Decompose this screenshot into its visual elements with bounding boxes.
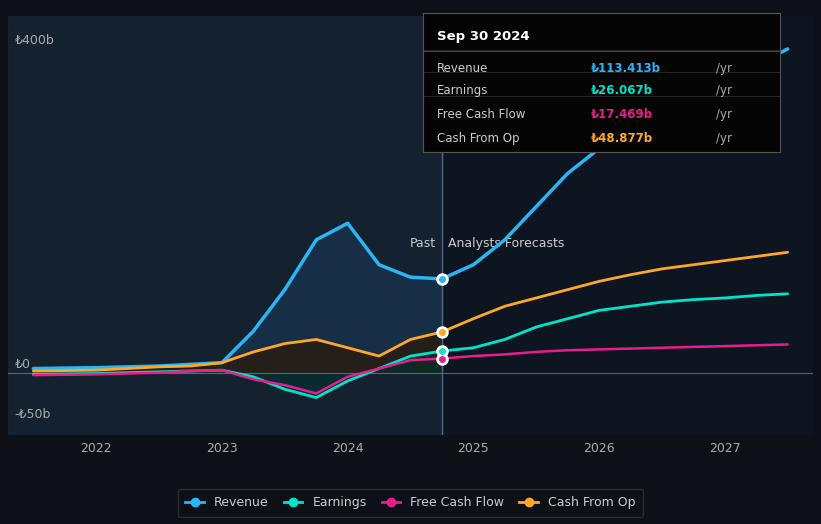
Text: /yr: /yr: [716, 132, 732, 145]
Legend: Revenue, Earnings, Free Cash Flow, Cash From Op: Revenue, Earnings, Free Cash Flow, Cash …: [178, 489, 643, 517]
Text: -₺50b: -₺50b: [15, 408, 51, 421]
Text: Analysts Forecasts: Analysts Forecasts: [448, 237, 565, 250]
Text: Cash From Op: Cash From Op: [437, 132, 520, 145]
Text: Free Cash Flow: Free Cash Flow: [437, 108, 525, 121]
Bar: [8, 16, 442, 435]
Text: /yr: /yr: [716, 108, 732, 121]
Text: Earnings: Earnings: [437, 84, 488, 97]
Text: ₺48.877b: ₺48.877b: [590, 132, 653, 145]
Text: ₺113.413b: ₺113.413b: [590, 62, 661, 75]
Text: ₺0: ₺0: [15, 358, 30, 371]
Text: /yr: /yr: [716, 84, 732, 97]
Text: /yr: /yr: [716, 62, 732, 75]
Text: ₺17.469b: ₺17.469b: [590, 108, 653, 121]
Text: ₺26.067b: ₺26.067b: [590, 84, 653, 97]
Text: ₺400b: ₺400b: [15, 34, 54, 47]
Text: Past: Past: [410, 237, 436, 250]
Text: Revenue: Revenue: [437, 62, 488, 75]
Text: Sep 30 2024: Sep 30 2024: [437, 30, 530, 43]
